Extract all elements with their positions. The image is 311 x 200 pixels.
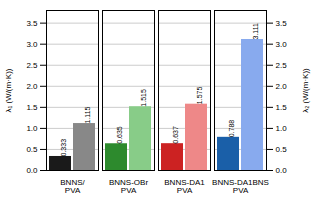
svg-text:BNNS-DA1BNSPVA: BNNS-DA1BNSPVA: [212, 178, 269, 195]
svg-text:λ₁ (W/(m·K)): λ₁ (W/(m·K)): [4, 68, 13, 112]
svg-text:BNNS-DA1PVA: BNNS-DA1PVA: [164, 178, 205, 195]
svg-text:3.111: 3.111: [252, 23, 259, 40]
svg-text:3.5: 3.5: [276, 19, 288, 28]
svg-text:2.0: 2.0: [276, 82, 288, 91]
svg-text:BNNS-OBrPVA: BNNS-OBrPVA: [109, 178, 148, 195]
svg-text:1.575: 1.575: [196, 87, 203, 105]
svg-text:0.5: 0.5: [26, 145, 38, 154]
svg-text:1.0: 1.0: [26, 124, 38, 133]
svg-text:0.5: 0.5: [276, 145, 288, 154]
svg-text:0.0: 0.0: [26, 166, 38, 175]
svg-text:1.115: 1.115: [84, 106, 91, 123]
svg-text:3.5: 3.5: [26, 19, 38, 28]
svg-text:1.0: 1.0: [276, 124, 288, 133]
svg-text:3.0: 3.0: [26, 40, 38, 49]
svg-text:1.515: 1.515: [140, 89, 147, 107]
svg-text:0.333: 0.333: [60, 139, 67, 157]
svg-text:0.788: 0.788: [228, 120, 235, 138]
svg-text:1.5: 1.5: [276, 103, 288, 112]
svg-text:0.637: 0.637: [172, 126, 179, 144]
svg-text:0.0: 0.0: [276, 166, 288, 175]
svg-text:1.5: 1.5: [26, 103, 38, 112]
svg-text:0.635: 0.635: [116, 126, 123, 144]
svg-text:λ₂ (W/(m·K)): λ₂ (W/(m·K)): [301, 68, 310, 113]
svg-text:3.0: 3.0: [276, 40, 288, 49]
svg-text:2.5: 2.5: [26, 61, 38, 70]
svg-text:2.5: 2.5: [276, 61, 288, 70]
svg-text:2.0: 2.0: [26, 82, 38, 91]
svg-text:BNNS/PVA: BNNS/PVA: [60, 178, 85, 195]
